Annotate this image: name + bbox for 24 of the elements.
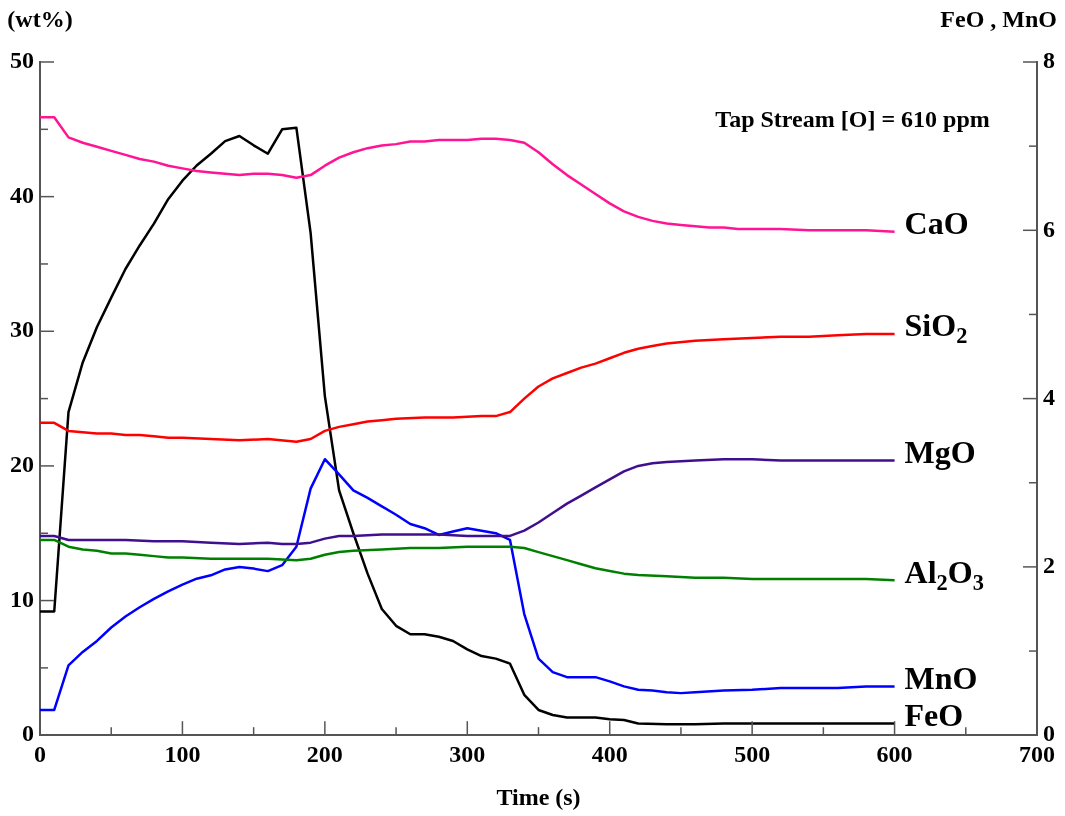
y2-tick-label: 8 [1043,47,1055,74]
x-tick-label: 300 [449,740,486,767]
y2-tick-label: 2 [1043,552,1055,579]
y-tick-label: 30 [10,316,34,343]
y-tick-label: 0 [22,720,34,747]
series-label: CaO [904,204,969,241]
x-tick-label: 600 [876,740,913,767]
x-tick-label: 400 [591,740,628,767]
x-tick-label: 200 [306,740,343,767]
y-tick-label: 20 [10,451,34,478]
y2-tick-label: 4 [1043,383,1055,410]
y2-tick-label: 6 [1043,215,1055,242]
y-tick-label: 50 [10,47,34,74]
y-tick-label: 40 [10,181,34,208]
series-label: MgO [904,433,976,470]
y2-axis-title: FeO , MnO [940,6,1058,32]
x-tick-label: 500 [734,740,771,767]
x-tick-label: 100 [164,740,201,767]
series-label: FeO [904,696,964,733]
series-label: MnO [904,659,978,696]
y-tick-label: 10 [10,585,34,612]
y-axis-title: (wt%) [7,6,73,32]
annotation: Tap Stream [O] = 610 ppm [715,106,990,132]
x-axis-title: Time (s) [496,784,581,811]
